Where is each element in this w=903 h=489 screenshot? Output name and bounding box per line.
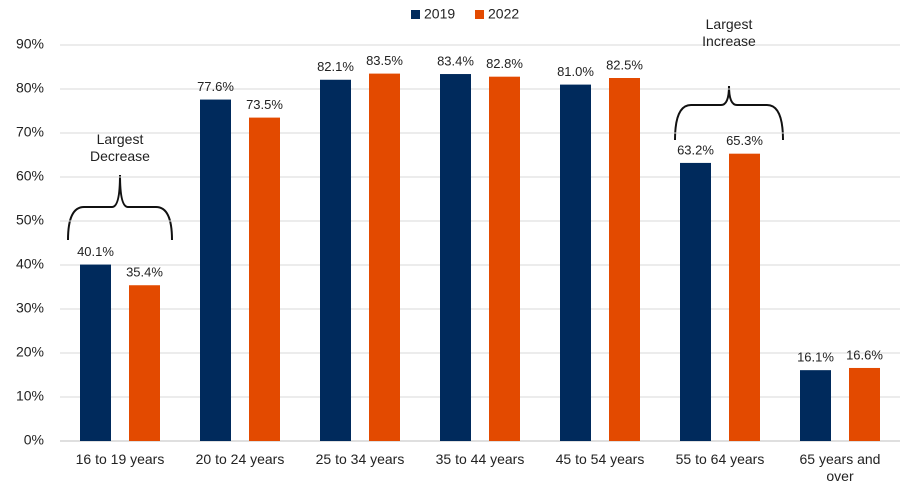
annotation: Largest Increase [702, 16, 756, 49]
legend-label: 2022 [488, 6, 519, 22]
y-tick-label: 70% [16, 124, 44, 140]
data-label: 82.5% [606, 57, 643, 72]
y-tick-label: 50% [16, 212, 44, 228]
legend-label: 2019 [424, 6, 455, 22]
x-tick-label: 16 to 19 years [75, 451, 165, 467]
bar [849, 367, 880, 441]
y-tick-label: 60% [16, 168, 44, 184]
legend-swatch [475, 10, 484, 19]
data-label: 63.2% [677, 142, 714, 157]
bar [200, 99, 231, 441]
data-label: 65.3% [726, 133, 763, 148]
bar [489, 76, 520, 442]
data-label: 81.0% [557, 64, 594, 79]
bar [800, 370, 831, 441]
x-tick-label: 35 to 44 years [435, 451, 525, 467]
y-tick-label: 40% [16, 256, 44, 272]
bar [609, 78, 640, 441]
x-tick-label: 25 to 34 years [315, 451, 405, 467]
data-label: 35.4% [126, 265, 163, 280]
data-label: 82.8% [486, 56, 523, 71]
data-label: 16.1% [797, 350, 834, 365]
data-label: 16.6% [846, 347, 883, 362]
bar [369, 73, 400, 441]
data-label: 83.4% [437, 53, 474, 68]
bar [129, 285, 160, 441]
data-label: 77.6% [197, 79, 234, 94]
x-tick-label: 20 to 24 years [195, 451, 285, 467]
data-label: 82.1% [317, 59, 354, 74]
y-tick-label: 80% [16, 80, 44, 96]
data-label: 73.5% [246, 97, 283, 112]
y-tick-label: 0% [24, 432, 44, 448]
bar [729, 153, 760, 441]
brace [674, 85, 784, 141]
bar [80, 264, 111, 441]
bar [440, 74, 471, 441]
y-tick-label: 30% [16, 300, 44, 316]
y-tick-label: 10% [16, 388, 44, 404]
x-tick-label: 45 to 54 years [555, 451, 645, 467]
legend-swatch [411, 10, 420, 19]
y-tick-label: 90% [16, 36, 44, 52]
bar [320, 79, 351, 441]
brace [67, 174, 173, 241]
x-tick-label: 55 to 64 years [675, 451, 765, 467]
annotation: Largest Decrease [90, 131, 150, 164]
y-tick-label: 20% [16, 344, 44, 360]
x-tick-label: 65 years and over [799, 451, 881, 484]
bar [680, 162, 711, 442]
bar [249, 117, 280, 441]
data-label: 83.5% [366, 53, 403, 68]
data-label: 40.1% [77, 244, 114, 259]
bar [560, 84, 591, 441]
